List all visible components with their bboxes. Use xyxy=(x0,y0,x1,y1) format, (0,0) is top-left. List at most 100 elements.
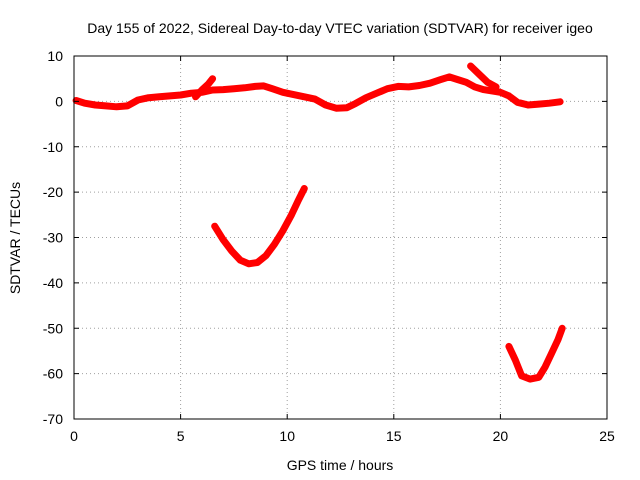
data-point xyxy=(288,211,295,218)
axis-ticks: 0 5 10 15 20 25 10 0 -10 -20 -30 -40 -50 -60 -70 xyxy=(43,48,615,444)
data-point xyxy=(92,102,99,108)
data-point xyxy=(279,227,286,234)
data-point xyxy=(416,82,423,89)
x-tick-label: 10 xyxy=(279,428,295,444)
data-series xyxy=(72,62,566,383)
data-point xyxy=(271,241,278,248)
y-tick-label: -20 xyxy=(43,184,63,200)
data-point xyxy=(230,85,237,92)
y-tick-label: 10 xyxy=(47,48,63,64)
series-band xyxy=(467,62,500,91)
data-point xyxy=(211,223,218,230)
x-axis-label: GPS time / hours xyxy=(287,457,394,473)
data-point xyxy=(262,252,269,259)
data-point xyxy=(548,350,555,357)
data-point xyxy=(527,376,534,383)
data-point xyxy=(512,357,519,363)
data-point xyxy=(198,87,205,93)
data-point xyxy=(343,104,350,111)
data-point xyxy=(290,91,297,98)
data-point xyxy=(209,75,216,82)
data-point xyxy=(555,336,561,343)
data-point xyxy=(252,83,259,90)
data-point xyxy=(363,94,370,101)
data-point xyxy=(535,374,542,381)
data-point xyxy=(301,185,308,192)
data-point xyxy=(260,82,267,89)
data-point xyxy=(145,94,152,101)
data-point xyxy=(103,102,109,109)
data-point xyxy=(373,90,380,97)
grid-lines xyxy=(74,56,607,419)
data-point xyxy=(514,99,521,106)
data-point xyxy=(192,93,199,100)
data-point xyxy=(454,76,461,83)
data-point xyxy=(311,96,318,103)
y-tick-label: -30 xyxy=(43,230,63,246)
data-point xyxy=(476,71,483,78)
data-point xyxy=(480,86,487,93)
x-tick-label: 5 xyxy=(177,428,185,444)
data-point xyxy=(254,259,261,266)
chart-title: Day 155 of 2022, Sidereal Day-to-day VTE… xyxy=(87,20,593,36)
data-point xyxy=(405,83,412,90)
data-point xyxy=(228,248,235,255)
data-point xyxy=(493,83,500,90)
x-tick-label: 20 xyxy=(493,428,509,444)
data-point xyxy=(395,83,402,90)
data-point xyxy=(467,63,474,69)
data-point xyxy=(177,92,184,98)
data-point xyxy=(437,76,444,83)
data-point xyxy=(301,93,308,100)
data-point xyxy=(73,97,80,104)
x-tick-label: 0 xyxy=(70,428,78,444)
data-point xyxy=(505,343,512,350)
data-point xyxy=(113,103,120,110)
data-point xyxy=(209,87,216,93)
data-point xyxy=(124,102,131,109)
data-point xyxy=(333,105,340,112)
data-point xyxy=(427,80,433,87)
y-tick-label: -40 xyxy=(43,275,63,291)
data-point xyxy=(471,83,478,90)
data-point xyxy=(279,89,286,96)
data-point xyxy=(484,79,491,86)
data-point xyxy=(525,102,532,108)
data-point xyxy=(322,102,329,108)
data-point xyxy=(241,84,248,91)
data-point xyxy=(559,325,566,332)
y-tick-label: -50 xyxy=(43,320,63,336)
y-tick-label: -70 xyxy=(43,411,63,427)
x-tick-label: 25 xyxy=(599,428,615,444)
data-point xyxy=(220,86,227,93)
data-point xyxy=(463,79,470,86)
data-point xyxy=(518,372,525,379)
data-point xyxy=(237,257,244,264)
data-point xyxy=(535,101,542,108)
y-tick-label: -60 xyxy=(43,366,63,382)
data-point xyxy=(352,100,359,107)
y-tick-label: -10 xyxy=(43,139,63,155)
x-tick-label: 15 xyxy=(386,428,402,444)
data-point xyxy=(205,81,212,88)
data-point xyxy=(135,97,141,103)
data-point xyxy=(557,98,564,105)
data-point xyxy=(220,236,227,243)
series-band xyxy=(192,75,217,101)
data-point xyxy=(294,198,301,205)
data-point xyxy=(166,92,173,99)
data-point xyxy=(542,363,549,370)
data-point xyxy=(384,85,391,92)
data-point xyxy=(546,100,553,107)
data-point xyxy=(245,260,252,267)
data-point xyxy=(505,92,512,99)
data-point xyxy=(81,100,88,107)
data-point xyxy=(156,93,163,100)
data-point xyxy=(446,73,453,80)
series-band xyxy=(211,185,308,268)
y-tick-label: 0 xyxy=(55,93,63,109)
data-point xyxy=(497,89,504,96)
data-point xyxy=(269,85,276,92)
y-axis-label: SDTVAR / TECUs xyxy=(7,182,23,294)
